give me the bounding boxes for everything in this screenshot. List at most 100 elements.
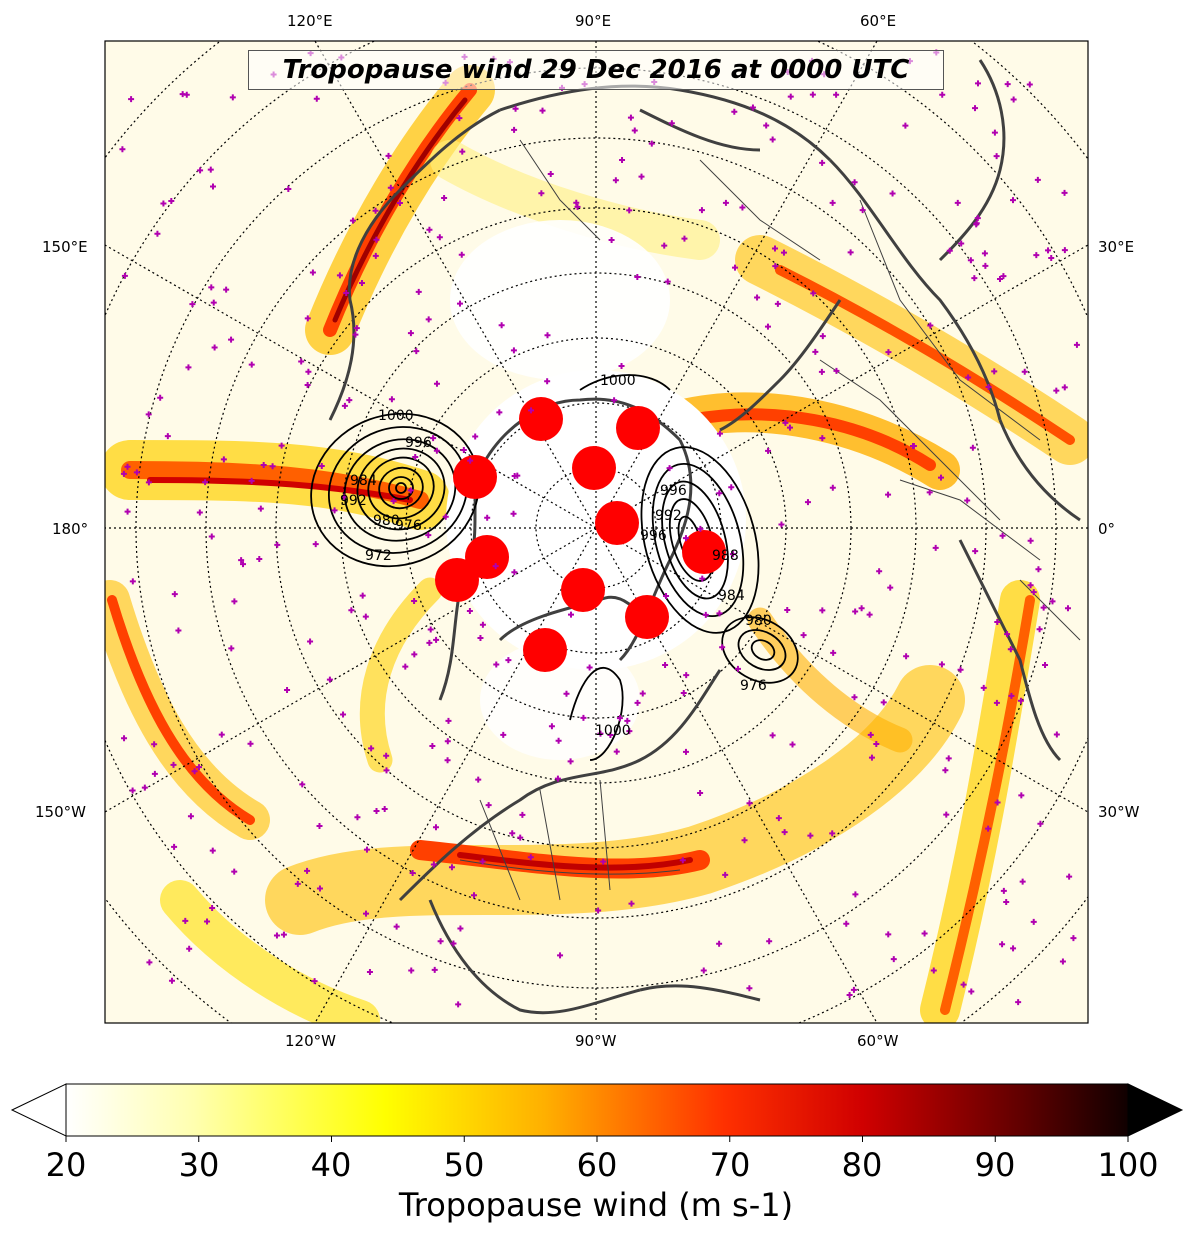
station-marker <box>426 639 433 646</box>
station-marker <box>228 645 235 652</box>
station-marker <box>1021 368 1028 375</box>
station-marker <box>991 368 998 375</box>
station-marker <box>358 279 365 286</box>
station-marker <box>492 563 499 570</box>
station-marker <box>663 592 670 599</box>
station-marker <box>782 419 789 426</box>
station-marker <box>868 754 875 761</box>
station-marker <box>1027 582 1034 589</box>
station-marker <box>171 591 178 598</box>
station-marker <box>732 264 739 271</box>
station-marker <box>573 199 580 206</box>
station-marker <box>311 978 318 985</box>
station-marker <box>429 742 436 749</box>
station-marker <box>157 394 164 401</box>
station-marker <box>942 767 949 774</box>
contour-label: 976 <box>740 678 767 694</box>
station-marker <box>189 301 196 308</box>
station-marker <box>145 411 152 418</box>
station-marker <box>876 568 883 575</box>
station-marker <box>786 424 793 431</box>
station-marker <box>769 732 776 739</box>
station-marker <box>833 367 840 374</box>
station-marker <box>383 752 390 759</box>
station-marker <box>846 992 853 999</box>
station-marker <box>1034 176 1041 183</box>
colorbar-tick-label: 90 <box>974 1146 1016 1184</box>
station-marker <box>120 470 127 477</box>
station-marker <box>607 731 614 738</box>
station-marker <box>807 832 814 839</box>
station-marker <box>538 190 545 197</box>
station-marker <box>455 1001 462 1008</box>
station-marker <box>697 790 704 797</box>
station-marker <box>954 199 961 206</box>
colorbar-tick-label: 60 <box>576 1146 618 1184</box>
station-marker <box>819 607 826 614</box>
station-marker <box>991 129 998 136</box>
station-marker <box>433 636 440 643</box>
station-marker <box>475 776 482 783</box>
station-marker <box>1026 81 1033 88</box>
contour-label: 1000 <box>600 373 636 389</box>
station-marker <box>459 148 466 155</box>
station-marker <box>885 491 892 498</box>
station-marker <box>220 456 227 463</box>
station-marker <box>1073 341 1080 348</box>
station-marker <box>385 152 392 159</box>
station-marker <box>628 900 635 907</box>
station-marker <box>960 981 967 988</box>
station-marker <box>829 830 836 837</box>
station-marker <box>348 607 355 614</box>
station-marker <box>818 368 825 375</box>
lon-label-bottom-2: 90°W <box>575 1032 617 1050</box>
station-marker <box>299 781 306 788</box>
station-marker <box>754 294 761 301</box>
station-marker <box>415 288 422 295</box>
station-marker <box>313 95 320 102</box>
station-marker <box>679 857 686 864</box>
station-marker <box>618 362 625 369</box>
station-marker <box>381 806 388 813</box>
station-marker <box>804 499 811 506</box>
colorbar-tick-label: 30 <box>178 1146 220 1184</box>
station-marker <box>746 985 753 992</box>
station-marker <box>248 477 255 484</box>
graticule <box>105 41 1088 1023</box>
station-marker <box>867 731 874 738</box>
station-marker <box>964 497 971 504</box>
station-marker <box>1061 189 1068 196</box>
station-marker <box>294 880 301 887</box>
station-marker <box>781 829 788 836</box>
station-marker <box>409 869 416 876</box>
station-marker <box>746 800 753 807</box>
red-dot <box>625 595 669 639</box>
station-marker <box>151 741 158 748</box>
station-marker <box>810 290 817 297</box>
station-marker <box>433 380 440 387</box>
station-marker <box>372 207 379 214</box>
station-marker <box>980 684 987 691</box>
station-marker <box>885 349 892 356</box>
station-marker <box>412 454 419 461</box>
station-marker <box>932 544 939 551</box>
colorbar-tick-label: 40 <box>310 1146 352 1184</box>
station-marker <box>273 932 280 939</box>
station-marker <box>186 945 193 952</box>
station-marker <box>154 230 161 237</box>
red-dot <box>595 501 639 545</box>
station-marker <box>171 843 178 850</box>
station-marker <box>1066 873 1073 880</box>
station-marker <box>456 115 463 122</box>
station-marker <box>425 532 432 539</box>
station-marker <box>183 91 190 98</box>
map-title-box: Tropopause wind 29 Dec 2016 at 0000 UTC <box>248 50 944 90</box>
map-panel: 1000996992984980976972100099699298898498… <box>105 41 1088 1023</box>
contour-label: 988 <box>712 548 739 564</box>
station-marker <box>304 315 311 322</box>
station-marker <box>145 479 152 486</box>
station-marker <box>829 484 836 491</box>
station-marker <box>352 331 359 338</box>
station-marker <box>509 830 516 837</box>
